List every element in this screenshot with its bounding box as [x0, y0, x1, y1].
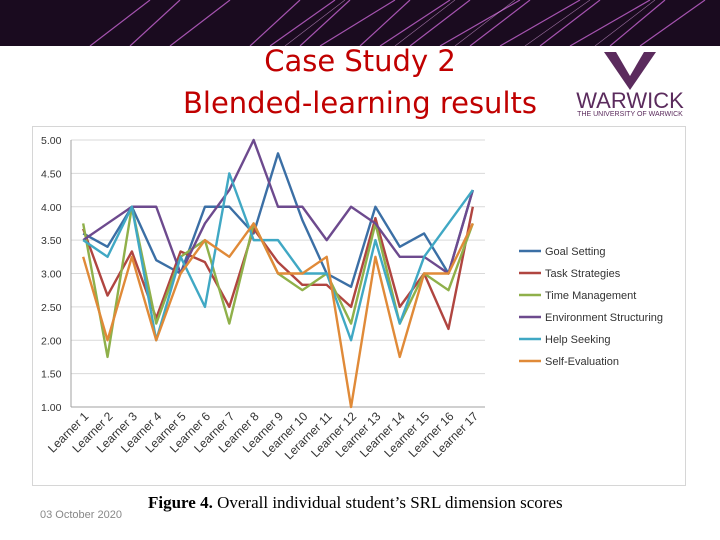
banner-light-streaks	[0, 0, 720, 46]
header-banner	[0, 0, 720, 46]
caption-label: Figure 4.	[148, 493, 213, 512]
y-tick-label: 3.50	[41, 235, 62, 247]
y-tick-label: 4.00	[41, 202, 62, 214]
legend-label: Environment Structuring	[545, 312, 663, 324]
y-tick-label: 2.00	[41, 335, 62, 347]
figure-caption: Figure 4. Overall individual student’s S…	[148, 493, 688, 513]
y-tick-label: 3.00	[41, 269, 62, 281]
logo-subtitle: THE UNIVERSITY OF WARWICK	[577, 111, 683, 118]
series-line	[82, 138, 474, 275]
y-tick-label: 5.00	[41, 135, 62, 147]
title-line-2: Blended-learning results	[183, 86, 537, 120]
y-tick-label: 2.50	[41, 302, 62, 314]
warwick-crest-icon	[604, 52, 656, 90]
legend-label: Goal Setting	[545, 246, 606, 258]
series-line	[82, 172, 474, 342]
line-chart: 1.00 1.50 2.00 2.50 3.00 3.50 4.00 4.50 5.00 Lea…	[41, 135, 663, 462]
slide-date: 03 October 2020	[40, 509, 122, 521]
logo-wordmark: WARWICK	[576, 88, 684, 113]
series-line	[82, 222, 474, 409]
y-tick-label: 1.50	[41, 369, 62, 381]
y-tick-label: 1.00	[41, 402, 62, 414]
title-line-1: Case Study 2	[264, 44, 456, 78]
caption-text: Overall individual student’s SRL dimensi…	[212, 493, 563, 512]
legend-label: Time Management	[545, 290, 636, 302]
legend-label: Help Seeking	[545, 334, 610, 346]
y-tick-label: 4.50	[41, 168, 62, 180]
axes	[70, 140, 485, 408]
legend-label: Self-Evaluation	[545, 356, 619, 368]
y-tick-labels: 1.00 1.50 2.00 2.50 3.00 3.50 4.00 4.50 5.00	[41, 135, 62, 414]
series-line	[82, 152, 474, 289]
legend: Goal Setting Task Strategies Time Manageme…	[519, 246, 663, 368]
series-lines	[81, 138, 475, 409]
slide-title: Case Study 2 Blended-learning results	[100, 40, 620, 124]
warwick-logo: WARWICK THE UNIVERSITY OF WARWICK	[574, 50, 686, 120]
line-chart-panel: 1.00 1.50 2.00 2.50 3.00 3.50 4.00 4.50 5.00 Lea…	[32, 126, 686, 486]
legend-label: Task Strategies	[545, 268, 621, 280]
